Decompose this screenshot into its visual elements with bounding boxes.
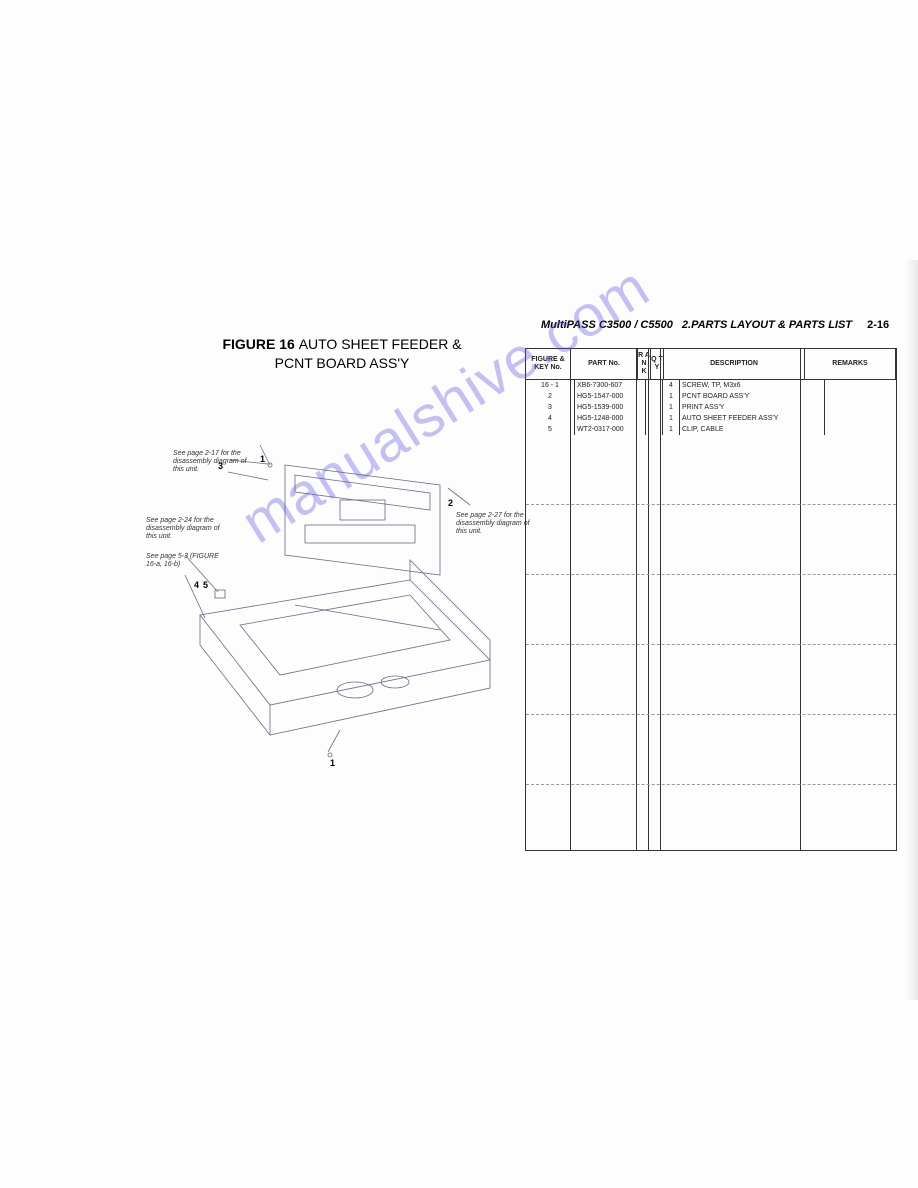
table-row: 5WT2-0317-0001CLIP, CABLE	[526, 424, 896, 435]
table-row: 4HG5-1248-0001AUTO SHEET FEEDER ASS'Y	[526, 413, 896, 424]
cell-key: 2	[526, 391, 575, 402]
col-header-remarks: REMARKS	[805, 349, 896, 379]
cell-remarks	[825, 424, 896, 435]
table-row: 2HG5-1547-0001PCNT BOARD ASS'Y	[526, 391, 896, 402]
column-divider	[800, 349, 801, 850]
page: MultiPASS C3500 / C5500 2.PARTS LAYOUT &…	[0, 0, 918, 1188]
table-row: 3HG5-1539-0001PRINT ASS'Y	[526, 402, 896, 413]
dashed-row-divider	[526, 574, 896, 575]
cell-desc: PCNT BOARD ASS'Y	[680, 391, 825, 402]
header-page-number: 2-16	[867, 319, 889, 331]
col-header-part: PART No.	[571, 349, 638, 379]
cell-desc: AUTO SHEET FEEDER ASS'Y	[680, 413, 825, 424]
figure-title: FIGURE 16 AUTO SHEET FEEDER & PCNT BOARD…	[192, 335, 492, 373]
diagram-note-3b: See page 5-3 (FIGURE 16-a, 16-b)	[146, 553, 224, 569]
callout-2: 2	[448, 498, 453, 508]
col-header-qty: Q T Y	[651, 349, 664, 379]
dashed-row-divider	[526, 714, 896, 715]
scan-edge-shadow	[904, 260, 918, 1000]
cell-key: 4	[526, 413, 575, 424]
column-divider	[570, 349, 571, 850]
dashed-row-divider	[526, 784, 896, 785]
diagram-svg	[140, 430, 520, 770]
col-header-desc: DESCRIPTION	[664, 349, 805, 379]
parts-table: FIGURE & KEY No. PART No. R A N K Q T Y …	[525, 348, 897, 851]
callout-5: 5	[203, 580, 208, 590]
column-divider	[648, 349, 649, 850]
figure-title-line1: AUTO SHEET FEEDER &	[299, 336, 462, 352]
cell-qty: 1	[663, 424, 680, 435]
table-row: 16 - 1XB6-7300-6074SCREW, TP, M3x6	[526, 380, 896, 391]
header-section: 2.PARTS LAYOUT & PARTS LIST	[682, 319, 852, 331]
figure-title-line2: PCNT BOARD ASS'Y	[275, 355, 410, 371]
diagram-note-2: See page 2-27 for the disassembly diagra…	[456, 512, 534, 536]
cell-remarks	[825, 402, 896, 413]
table-header-row: FIGURE & KEY No. PART No. R A N K Q T Y …	[526, 349, 896, 380]
cell-remarks	[825, 413, 896, 424]
cell-remarks	[825, 380, 896, 391]
figure-label: FIGURE 16	[222, 336, 294, 352]
cell-key: 3	[526, 402, 575, 413]
cell-qty: 1	[663, 402, 680, 413]
column-divider	[660, 349, 661, 850]
dashed-row-divider	[526, 504, 896, 505]
callout-4: 4	[194, 580, 199, 590]
table-body: 16 - 1XB6-7300-6074SCREW, TP, M3x62HG5-1…	[526, 380, 896, 435]
column-divider	[636, 349, 637, 850]
cell-qty: 4	[663, 380, 680, 391]
cell-desc: SCREW, TP, M3x6	[680, 380, 825, 391]
callout-1: 1	[260, 454, 265, 464]
col-header-rank: R A N K	[638, 349, 651, 379]
document-header: MultiPASS C3500 / C5500 2.PARTS LAYOUT &…	[541, 319, 889, 331]
header-model: MultiPASS C3500 / C5500	[541, 319, 673, 331]
diagram-note-1: See page 2-17 for the disassembly diagra…	[173, 450, 251, 474]
dashed-row-divider	[526, 644, 896, 645]
cell-desc: CLIP, CABLE	[680, 424, 825, 435]
cell-qty: 1	[663, 413, 680, 424]
cell-key: 5	[526, 424, 575, 435]
cell-qty: 1	[663, 391, 680, 402]
exploded-diagram	[140, 430, 520, 770]
callout-3: 3	[218, 461, 223, 471]
cell-remarks	[825, 391, 896, 402]
col-header-key: FIGURE & KEY No.	[526, 349, 571, 379]
cell-key: 16 - 1	[526, 380, 575, 391]
diagram-note-3a: See page 2-24 for the disassembly diagra…	[146, 517, 224, 541]
cell-desc: PRINT ASS'Y	[680, 402, 825, 413]
callout-1-bottom: 1	[330, 758, 335, 768]
